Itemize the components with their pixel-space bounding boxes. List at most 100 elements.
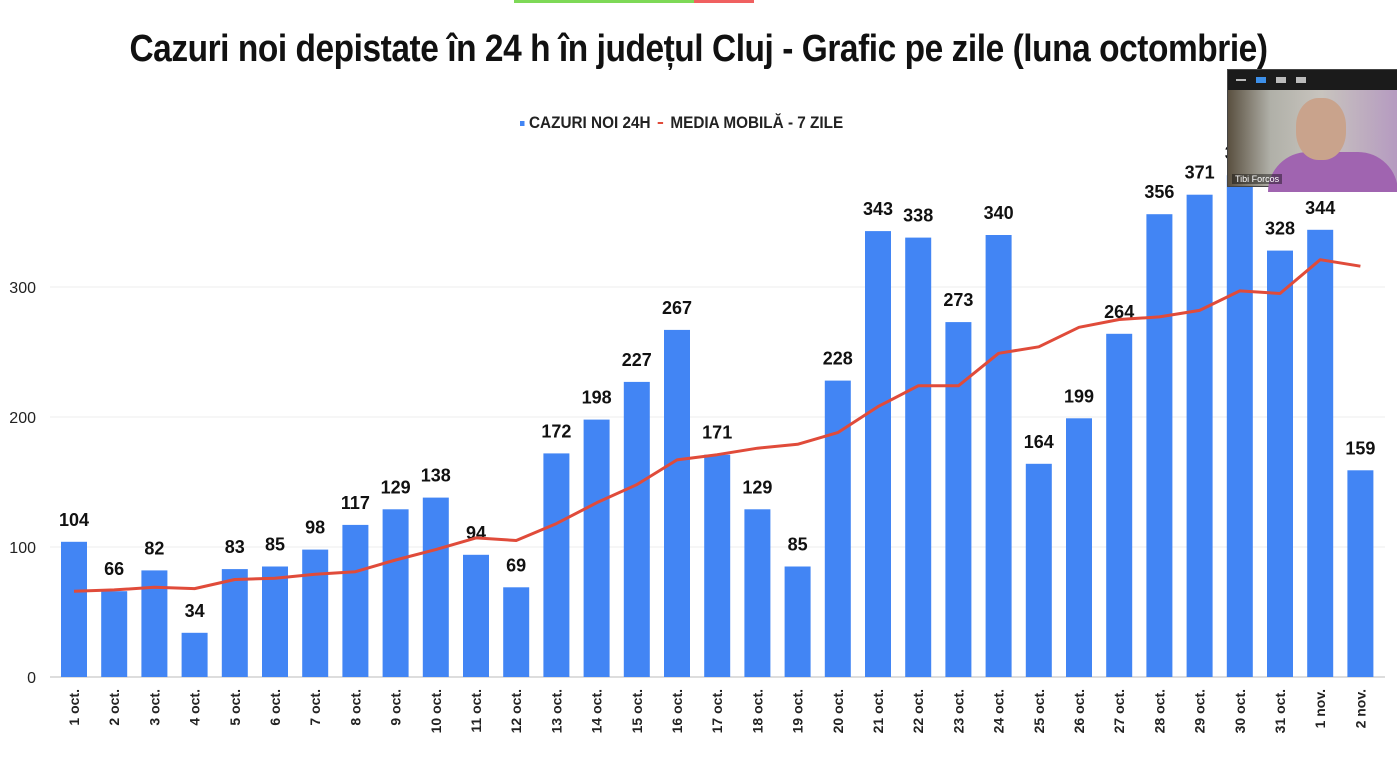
bar xyxy=(61,541,87,677)
minimize-icon[interactable] xyxy=(1236,79,1246,81)
data-label: 69 xyxy=(506,555,526,575)
y-tick-label: 300 xyxy=(9,280,36,297)
bar xyxy=(1347,470,1374,677)
x-tick-label: 27 oct. xyxy=(1111,689,1127,733)
bar xyxy=(221,569,248,677)
bar xyxy=(704,454,731,677)
bar xyxy=(945,322,972,677)
bar xyxy=(664,329,690,677)
data-label: 356 xyxy=(1144,182,1174,202)
bar xyxy=(181,632,208,677)
x-tick-label: 15 oct. xyxy=(629,689,645,733)
x-tick-label: 2 oct. xyxy=(106,689,122,726)
webcam-toolbar xyxy=(1228,70,1397,90)
strip-view-icon[interactable] xyxy=(1276,77,1286,83)
data-label: 264 xyxy=(1104,302,1134,322)
x-tick-label: 14 oct. xyxy=(589,689,605,733)
x-tick-label: 23 oct. xyxy=(950,689,966,733)
x-tick-label: 9 oct. xyxy=(388,689,404,726)
data-label: 371 xyxy=(1185,163,1215,183)
bar xyxy=(101,591,128,677)
data-label: 171 xyxy=(702,423,732,443)
data-label: 138 xyxy=(421,466,451,486)
bar xyxy=(1307,229,1334,678)
bar xyxy=(1066,418,1092,677)
participant-name: Tibi Forcos xyxy=(1232,174,1283,184)
data-label: 159 xyxy=(1345,438,1375,458)
bar xyxy=(985,235,1012,677)
data-label: 117 xyxy=(341,493,370,513)
x-tick-label: 11 oct. xyxy=(468,689,484,733)
x-tick-label: 30 oct. xyxy=(1232,689,1248,733)
bar xyxy=(824,380,851,677)
data-label: 104 xyxy=(59,510,89,530)
x-tick-label: 29 oct. xyxy=(1192,689,1208,733)
x-tick-label: 17 oct. xyxy=(709,689,725,733)
x-tick-label: 1 oct. xyxy=(66,689,82,726)
bar xyxy=(623,381,650,677)
presentation-progress-bar xyxy=(514,0,754,3)
data-label: 85 xyxy=(788,535,808,555)
bar xyxy=(865,231,891,677)
webcam-overlay[interactable]: Tibi Forcos xyxy=(1227,69,1397,192)
webcam-video: Tibi Forcos xyxy=(1228,90,1397,192)
x-tick-label: 28 oct. xyxy=(1151,689,1167,733)
x-tick-label: 6 oct. xyxy=(267,689,283,726)
x-tick-label: 26 oct. xyxy=(1071,689,1087,733)
bar xyxy=(1186,194,1213,677)
bar xyxy=(1146,214,1173,677)
x-tick-label: 4 oct. xyxy=(187,689,203,726)
x-tick-label: 5 oct. xyxy=(227,689,243,726)
x-tick-label: 16 oct. xyxy=(669,689,685,733)
data-label: 83 xyxy=(225,537,245,557)
data-label: 164 xyxy=(1024,432,1054,452)
legend: CAZURI NOI 24H MEDIA MOBILĂ - 7 ZILE xyxy=(520,113,843,133)
legend-bar-swatch xyxy=(520,120,525,126)
x-tick-label: 18 oct. xyxy=(749,689,765,733)
x-tick-label: 10 oct. xyxy=(428,689,444,733)
x-tick-label: 24 oct. xyxy=(991,689,1007,733)
data-label: 338 xyxy=(903,206,933,226)
chart-title: Cazuri noi depistate în 24 h în județul … xyxy=(129,28,1268,70)
x-tick-label: 21 oct. xyxy=(870,689,886,733)
data-label: 340 xyxy=(984,203,1014,223)
bar xyxy=(1226,175,1253,677)
data-label: 344 xyxy=(1305,198,1335,218)
x-tick-label: 8 oct. xyxy=(347,689,363,726)
bar xyxy=(583,419,610,677)
x-tick-label: 7 oct. xyxy=(307,689,323,726)
data-label: 328 xyxy=(1265,219,1295,239)
data-label: 172 xyxy=(541,421,571,441)
legend-line-swatch xyxy=(657,122,664,124)
speaker-view-icon[interactable] xyxy=(1256,77,1266,83)
data-label: 273 xyxy=(943,290,973,310)
data-label: 34 xyxy=(185,601,205,621)
x-tick-label: 19 oct. xyxy=(790,689,806,733)
gallery-view-icon[interactable] xyxy=(1296,77,1306,83)
data-label: 198 xyxy=(582,388,612,408)
data-label: 343 xyxy=(863,199,893,219)
moving-average-line xyxy=(73,258,1361,593)
bar xyxy=(1267,250,1293,677)
bar xyxy=(503,587,530,677)
x-tick-label: 12 oct. xyxy=(508,689,524,733)
bar xyxy=(905,237,932,677)
data-label: 129 xyxy=(381,477,411,497)
x-tick-label: 22 oct. xyxy=(910,689,926,733)
x-tick-label: 20 oct. xyxy=(830,689,846,733)
bar xyxy=(1025,463,1052,677)
x-tick-label: 3 oct. xyxy=(146,689,162,726)
bar xyxy=(543,453,570,677)
y-tick-label: 100 xyxy=(9,540,36,557)
x-tick-label: 1 nov. xyxy=(1312,689,1328,728)
data-label: 199 xyxy=(1064,386,1094,406)
data-label: 82 xyxy=(144,538,164,558)
bar xyxy=(262,566,288,677)
data-label: 227 xyxy=(622,350,652,370)
data-label: 98 xyxy=(305,518,325,538)
legend-bar-label: CAZURI NOI 24H xyxy=(529,113,651,132)
x-tick-label: 25 oct. xyxy=(1031,689,1047,733)
x-tick-label: 31 oct. xyxy=(1272,689,1288,733)
bar xyxy=(784,566,811,677)
legend-line-label: MEDIA MOBILĂ - 7 ZILE xyxy=(670,113,844,132)
